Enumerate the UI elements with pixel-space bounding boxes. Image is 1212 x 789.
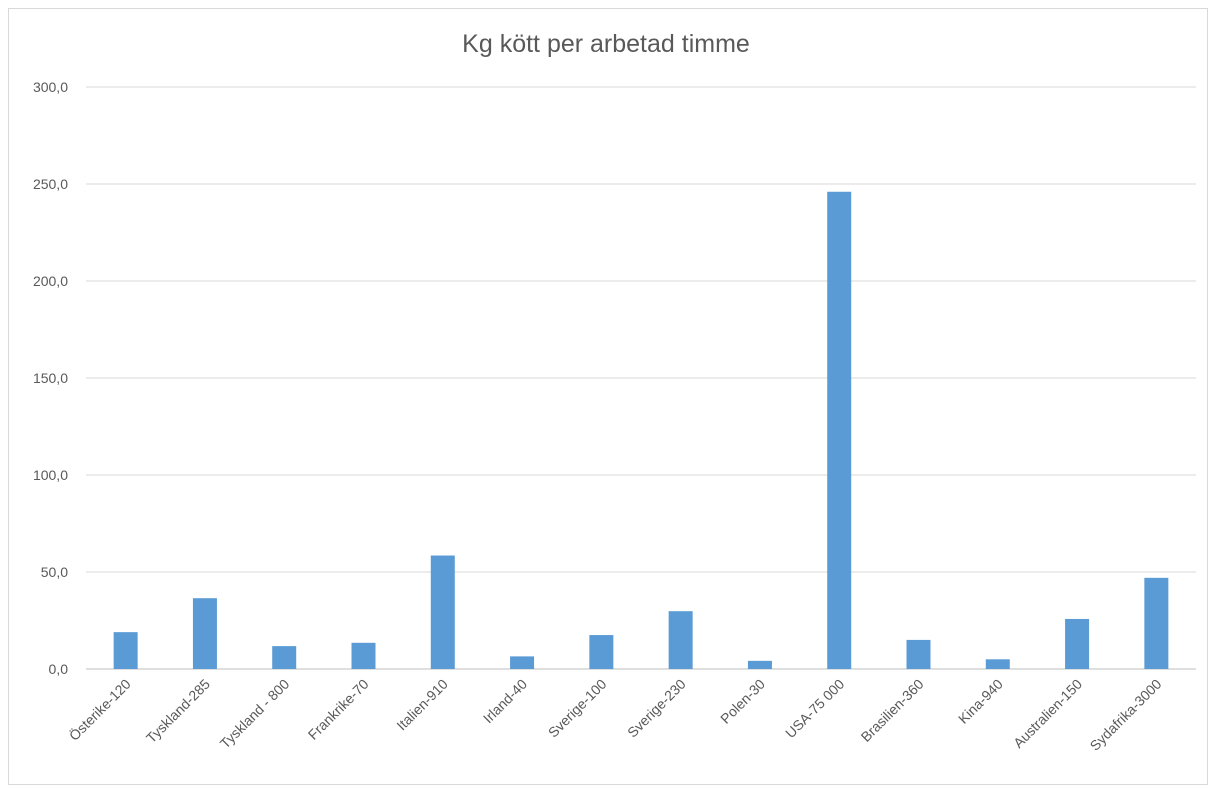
y-tick-label: 0,0: [49, 661, 69, 677]
y-tick-label: 300,0: [33, 79, 68, 95]
x-tick-label: Irland-40: [480, 676, 531, 727]
bar: [351, 642, 376, 669]
x-tick-label: Italien-910: [393, 676, 451, 734]
y-tick-label: 100,0: [33, 467, 68, 483]
bar: [827, 191, 852, 669]
bar: [430, 555, 455, 669]
x-tick-label: Frankrike-70: [305, 676, 372, 743]
x-tick-label: Kina-940: [955, 676, 1006, 727]
bar: [747, 660, 772, 669]
bar: [192, 598, 217, 669]
y-tick-label: 50,0: [41, 564, 68, 580]
x-tick-label: Australien-150: [1010, 676, 1085, 751]
x-tick-label: Sverige-100: [545, 676, 610, 741]
bar: [906, 639, 931, 669]
y-tick-label: 150,0: [33, 370, 68, 386]
y-tick-label: 250,0: [33, 176, 68, 192]
bar: [1065, 618, 1090, 669]
x-tick-label: Tyskland - 800: [217, 676, 293, 752]
bar: [510, 656, 535, 669]
x-tick-label: Polen-30: [717, 676, 768, 727]
bar: [272, 646, 297, 669]
bar: [985, 659, 1010, 669]
bar: [1144, 577, 1169, 669]
bar: [668, 611, 693, 669]
x-tick-label: Sverige-230: [624, 676, 689, 741]
bar: [589, 635, 614, 669]
y-tick-label: 200,0: [33, 273, 68, 289]
x-tick-label: USA-75 000: [782, 676, 847, 741]
x-tick-label: Brasilien-360: [858, 676, 927, 745]
x-tick-label: Österike-120: [65, 675, 134, 744]
x-tick-label: Sydafrika-3000: [1087, 676, 1165, 754]
x-tick-label: Tyskland-285: [143, 676, 213, 746]
bar: [113, 632, 138, 669]
chart-title: Kg kött per arbetad timme: [462, 30, 750, 58]
